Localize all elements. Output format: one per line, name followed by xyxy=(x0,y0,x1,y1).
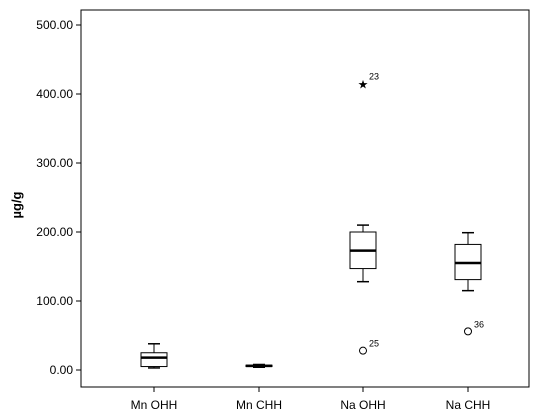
outlier-marker xyxy=(359,346,367,355)
outlier-label: 25 xyxy=(369,339,379,349)
plot-frame xyxy=(80,9,530,388)
box-group xyxy=(245,363,273,368)
x-tick-label: Mn CHH xyxy=(236,398,282,412)
outlier-marker xyxy=(464,327,472,336)
y-tick-label: 100.00 xyxy=(36,294,73,308)
outlier-label: 36 xyxy=(474,319,484,329)
box-series: 25 ★23 36 xyxy=(140,72,484,369)
outlier-label: 23 xyxy=(369,72,379,82)
y-tick-label: 300.00 xyxy=(36,156,73,170)
x-tick-label: Na CHH xyxy=(446,398,491,412)
x-tick-label: Na OHH xyxy=(340,398,385,412)
y-tick-label: 0.00 xyxy=(50,363,74,377)
y-axis: 0.00 100.00 200.00 300.00 400.00 500.00 xyxy=(36,18,81,377)
y-axis-title: µg/g xyxy=(9,191,24,218)
y-tick-label: 200.00 xyxy=(36,225,73,239)
box-iqr xyxy=(140,352,168,368)
x-axis: Mn OHH Mn CHH Na OHH Na CHH xyxy=(131,387,491,412)
y-tick-label: 400.00 xyxy=(36,87,73,101)
box-group xyxy=(140,343,168,369)
outlier-extreme-marker: ★ xyxy=(358,78,369,92)
box-group: 25 ★23 xyxy=(349,72,379,355)
box-group: 36 xyxy=(454,231,484,336)
x-tick-label: Mn OHH xyxy=(131,398,178,412)
y-tick-label: 500.00 xyxy=(36,18,73,32)
